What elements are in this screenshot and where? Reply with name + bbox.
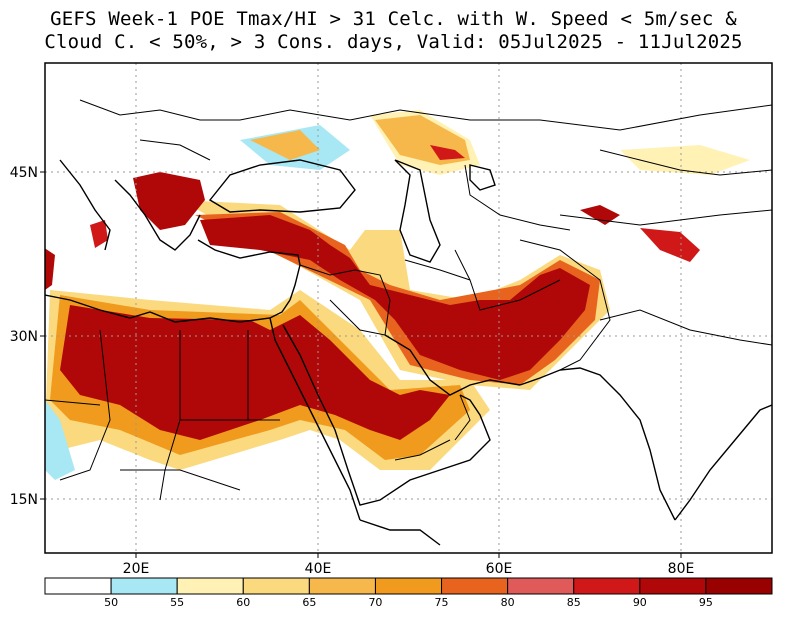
coast-arabia	[282, 324, 491, 506]
colorbar-swatch	[242, 577, 310, 595]
colorbar-swatch	[176, 577, 244, 595]
colorbar-swatch	[573, 577, 641, 595]
lon-label-20e: 20E	[123, 561, 150, 577]
lon-label-80e: 80E	[668, 561, 695, 577]
border-kazakhstan-china	[599, 149, 772, 176]
border-romania	[139, 139, 211, 161]
border-iran-turkmenistan	[404, 259, 471, 281]
lon-label-60e: 60E	[486, 561, 513, 577]
border-pakistan	[519, 239, 611, 371]
colorbar-label: 85	[567, 596, 581, 609]
map-area	[45, 63, 772, 553]
colorbar-label: 55	[170, 596, 184, 609]
colorbar-label: 65	[302, 596, 316, 609]
colorbar-swatch	[44, 577, 112, 595]
border-yemen	[394, 439, 451, 461]
colorbar-label: 75	[435, 596, 449, 609]
colorbar-label: 80	[501, 596, 515, 609]
border-iraq	[299, 264, 391, 336]
map-frame	[44, 62, 773, 554]
coast-south-asia	[519, 367, 676, 521]
colorbar-swatches	[44, 577, 773, 595]
lat-label-30n: 30N	[10, 329, 38, 345]
border-russia-kazakhstan	[239, 104, 772, 131]
border-libya-sudan	[159, 330, 181, 501]
colorbar-label: 95	[699, 596, 713, 609]
lat-label-45n: 45N	[10, 165, 38, 181]
border-sahel	[45, 399, 101, 406]
axis-ticks	[40, 171, 682, 558]
coast-italy	[59, 159, 111, 251]
colorbar-swatch	[374, 577, 443, 595]
border-uzbekistan	[464, 164, 571, 231]
border-saudi-jordan	[329, 299, 386, 336]
coast-levant-turkey	[197, 239, 301, 301]
coast-persian-gulf	[384, 334, 521, 396]
colorbar: 50 55 60 65 70 75 80 85 90 95	[44, 577, 773, 609]
colorbar-label: 60	[236, 596, 250, 609]
coast-aral-sea	[469, 164, 496, 191]
border-china-central-asia	[559, 209, 772, 226]
border-algeria-libya	[59, 329, 111, 481]
colorbar-label: 70	[368, 596, 382, 609]
graticule	[45, 63, 772, 553]
coast-black-sea	[208, 159, 356, 213]
border-chad-sudan	[120, 469, 241, 491]
map-title-line-1: GEFS Week-1 POE Tmax/HI > 31 Celc. with …	[50, 8, 737, 30]
colorbar-swatch	[441, 577, 509, 595]
colorbar-label: 90	[633, 596, 647, 609]
map-title-line-2: Cloud C. < 50%, > 3 Cons. days, Valid: 0…	[44, 31, 743, 53]
colorbar-swatch	[110, 577, 178, 595]
border-europe-north	[79, 99, 240, 121]
coast-india-east	[674, 404, 772, 521]
coast-north-africa	[45, 294, 291, 323]
coast-horn-of-africa	[359, 519, 441, 546]
colorbar-swatch	[639, 577, 707, 595]
probability-high-layer	[45, 145, 700, 440]
colorbar-swatch	[308, 577, 376, 595]
lon-label-40e: 40E	[305, 561, 332, 577]
border-india-nepal	[599, 309, 772, 346]
coast-balkans	[114, 179, 201, 251]
colorbar-swatch	[705, 577, 773, 595]
country-borders	[45, 99, 772, 501]
border-oman	[454, 394, 471, 441]
colorbar-label: 50	[104, 596, 118, 609]
coast-red-sea-west	[269, 317, 361, 521]
border-iran-afghanistan	[454, 249, 561, 311]
colorbar-labels: 50 55 60 65 70 75 80 85 90 95	[104, 596, 713, 609]
coast-caspian-sea	[394, 159, 441, 263]
lat-label-15n: 15N	[10, 492, 38, 508]
colorbar-swatch	[507, 577, 575, 595]
coastlines	[45, 159, 772, 546]
